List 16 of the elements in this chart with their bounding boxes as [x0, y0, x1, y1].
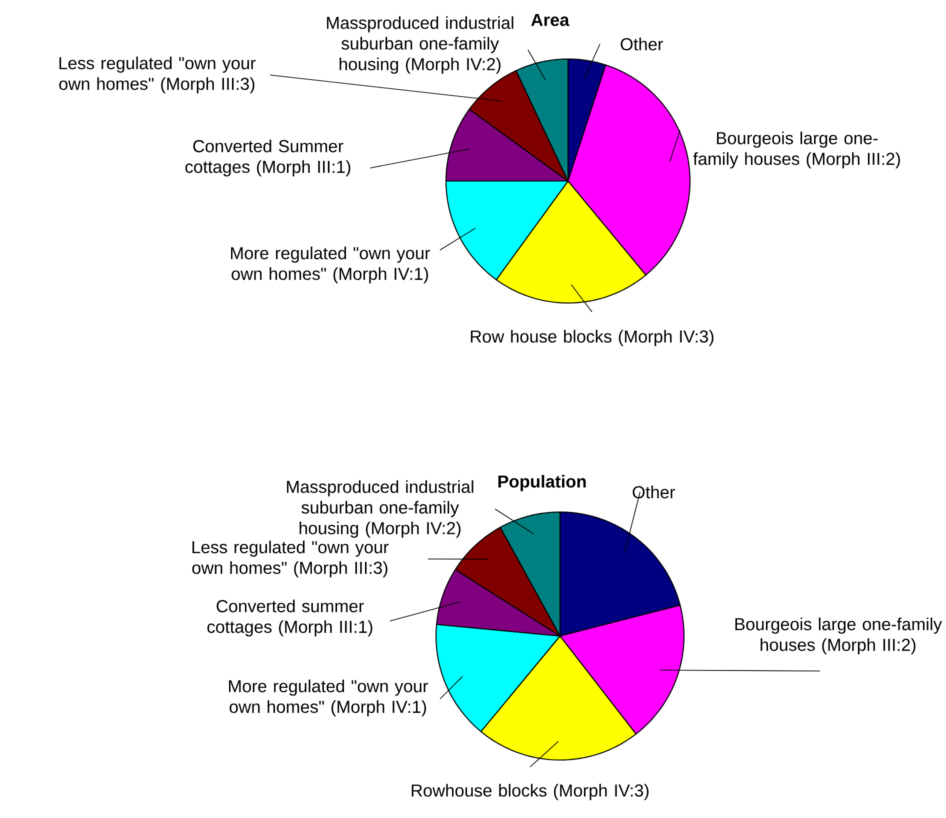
legend-label: Less regulated "own your own homes" (Morph III:3) [192, 540, 389, 578]
slice-label: Converted Summer cottages (Morph III:1) [185, 140, 350, 176]
slice-label: Rowhouse blocks (Morph IV:3) [412, 784, 649, 800]
slice-label: Massproduced industrial suburban one-family housing (Morph IV:2) [327, 16, 514, 74]
chart-title: Population [498, 474, 586, 492]
slice-label: More regulated "own your own homes" (Morph IV:1) [231, 246, 430, 284]
slice-label: Less regulated "own your own homes" (Morph III:3) [59, 56, 256, 94]
slice-label: Row house blocks (Morph IV:3) [470, 330, 714, 346]
slice-label: Other [632, 486, 675, 498]
slice-label: Converted summer cottages (Morph III:1) [207, 600, 372, 636]
slice-label: More regulated "own your own homes" (Morph IV:1) [229, 680, 428, 716]
slice-label: Other [620, 38, 663, 50]
slice-label: Bourgeois large one-family houses (Morph III:2) [735, 618, 942, 654]
slice-label: Bourgeois large one-family houses (Morph III:2) [693, 132, 900, 168]
slice-label: Massproduced industrial suburban one-family housing (Morph IV:2) [287, 480, 474, 538]
chart-title: Area [531, 14, 570, 26]
